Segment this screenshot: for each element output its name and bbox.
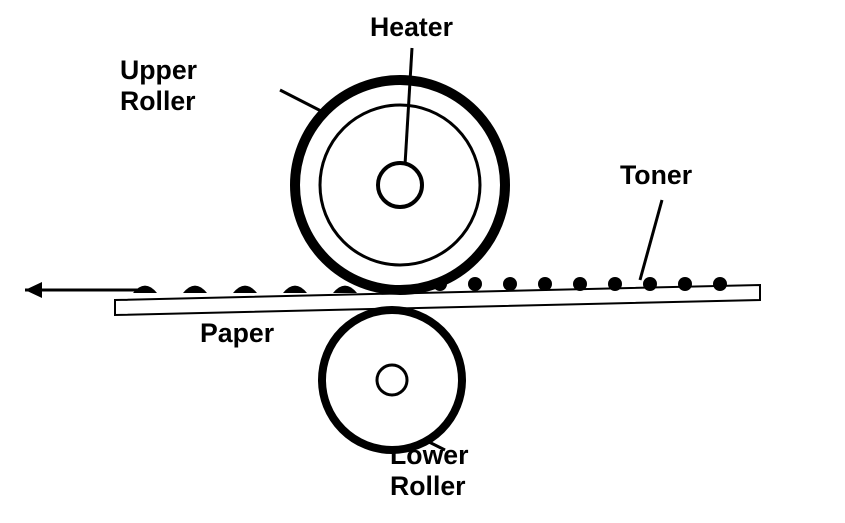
toner-bump-left-2 bbox=[233, 286, 257, 293]
toner-dot-right-2 bbox=[503, 277, 517, 291]
direction-arrow-head bbox=[25, 282, 42, 298]
leader-lower-roller bbox=[425, 440, 445, 450]
toner-dot-right-8 bbox=[713, 277, 727, 291]
toner-dot-right-7 bbox=[678, 277, 692, 291]
toner-bump-left-1 bbox=[183, 286, 207, 293]
toner-bump-left-0 bbox=[133, 286, 157, 293]
toner-dot-right-6 bbox=[643, 277, 657, 291]
toner-dot-right-5 bbox=[608, 277, 622, 291]
toner-dot-right-1 bbox=[468, 277, 482, 291]
leader-toner bbox=[640, 200, 662, 280]
upper-roller-outer bbox=[295, 80, 505, 290]
diagram-stage: Heater UpperRoller Toner Paper LowerRoll… bbox=[0, 0, 845, 523]
toner-bump-left-3 bbox=[283, 286, 307, 293]
lower-roller-outer bbox=[322, 310, 462, 450]
leader-upper-roller bbox=[280, 90, 323, 112]
toner-dot-right-3 bbox=[538, 277, 552, 291]
toner-bump-left-4 bbox=[333, 286, 357, 293]
toner-dot-right-4 bbox=[573, 277, 587, 291]
diagram-svg bbox=[0, 0, 845, 523]
